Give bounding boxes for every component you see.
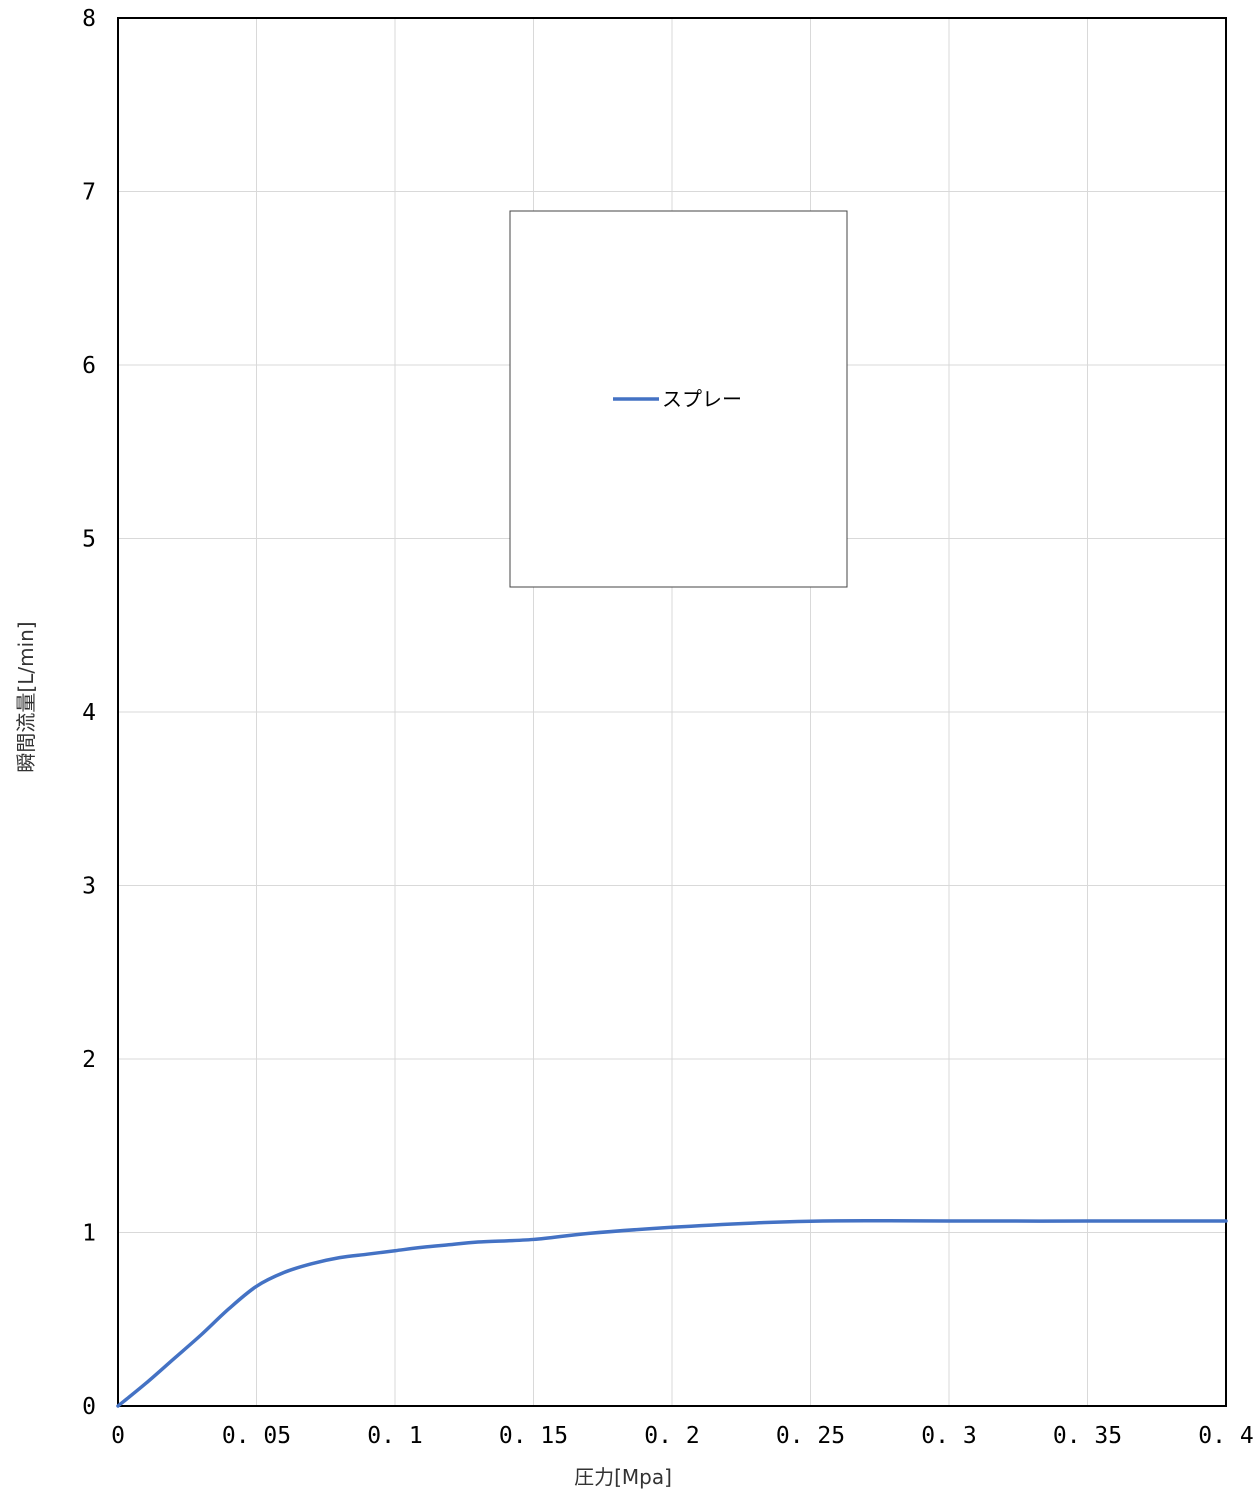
series-lines	[116, 1218, 1228, 1408]
x-tick-label: 0. 25	[776, 1423, 845, 1449]
x-tick-label: 0	[111, 1423, 125, 1449]
legend-box	[509, 210, 848, 588]
legend-label: スプレー	[662, 387, 742, 411]
y-tick-label: 4	[82, 700, 96, 726]
y-tick-label: 8	[82, 6, 96, 32]
y-tick-label: 7	[82, 180, 96, 206]
y-axis-ticks: 0 1 2 3 4 5 6 7 8	[82, 6, 96, 1420]
legend: スプレー	[509, 210, 848, 588]
y-tick-label: 2	[82, 1047, 96, 1073]
x-axis-ticks: 0 0. 05 0. 1 0. 15 0. 2 0. 25 0. 3 0. 35 0. 4	[111, 1423, 1254, 1449]
y-tick-label: 1	[82, 1221, 96, 1247]
plot-area-frame	[117, 17, 1227, 1407]
x-tick-label: 0. 3	[921, 1423, 976, 1449]
series-line-0	[116, 1218, 1228, 1408]
x-tick-label: 0. 05	[222, 1423, 291, 1449]
x-tick-label: 0. 1	[367, 1423, 422, 1449]
x-tick-label: 0. 4	[1198, 1423, 1253, 1449]
y-tick-label: 0	[82, 1394, 96, 1420]
x-tick-label: 0. 15	[499, 1423, 568, 1449]
y-tick-label: 3	[82, 874, 96, 900]
y-axis-label: 瞬間流量[L/min]	[14, 621, 38, 772]
x-axis-label: 圧力[Mpa]	[574, 1465, 672, 1489]
x-tick-label: 0. 2	[644, 1423, 699, 1449]
x-tick-label: 0. 35	[1053, 1423, 1122, 1449]
y-tick-label: 5	[82, 527, 96, 553]
y-tick-label: 6	[82, 353, 96, 379]
